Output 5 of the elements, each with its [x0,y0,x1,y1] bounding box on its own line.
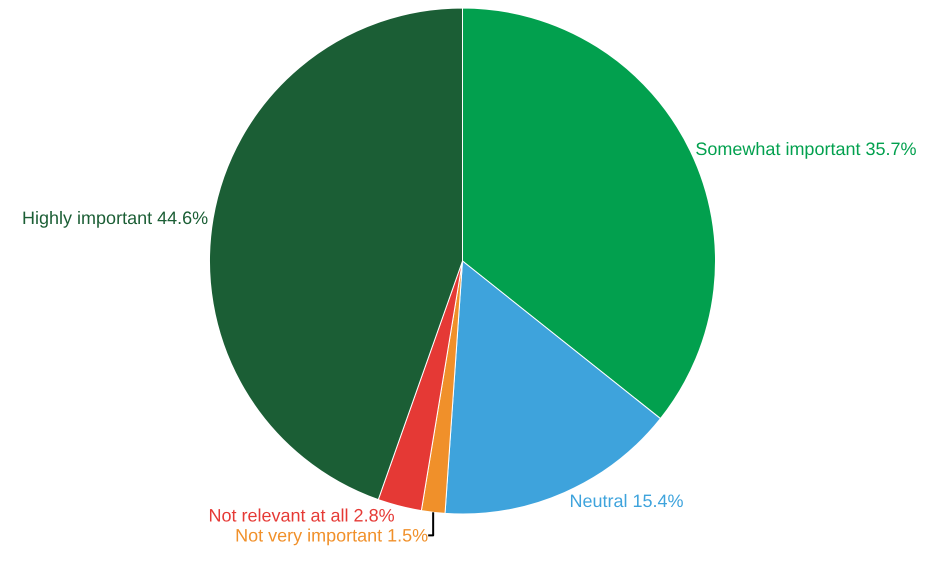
slice-label: Somewhat important 35.7% [695,139,917,160]
slice-label: Highly important 44.6% [22,208,208,228]
slice-label: Not very important 1.5% [235,525,428,546]
slice-label: Not relevant at all 2.8% [208,505,395,526]
slice-label: Neutral 15.4% [569,490,684,511]
